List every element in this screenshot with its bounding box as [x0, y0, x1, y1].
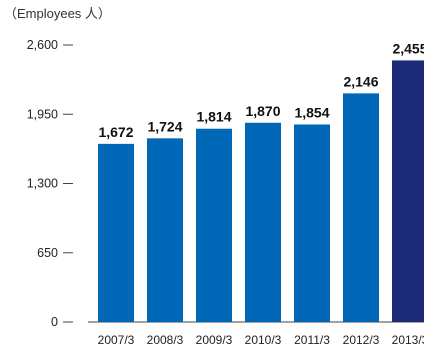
data-label: 1,870 [245, 103, 280, 119]
y-tick-label: 1,950 [27, 107, 58, 121]
x-tick-label: 2012/3 [343, 333, 380, 347]
x-tick-label: 2009/3 [196, 333, 233, 347]
bar-2012-3 [343, 93, 379, 322]
data-label: 2,455 [392, 40, 424, 56]
data-label: 1,724 [147, 118, 182, 134]
y-tick-label: 650 [37, 246, 58, 260]
x-tick-label: 2013/3 [392, 333, 424, 347]
x-tick-label: 2007/3 [98, 333, 135, 347]
y-tick-label: 1,300 [27, 177, 58, 191]
x-tick-label: 2011/3 [294, 333, 330, 347]
y-tick-label: 0 [51, 315, 58, 329]
bar-2010-3 [245, 122, 281, 323]
bar-2007-3 [98, 143, 134, 322]
bar-2013-3 [392, 60, 424, 322]
y-tick-label: 2,600 [27, 38, 58, 52]
labels-layer: 1,672 2007/3 1,724 2008/3 1,814 2009/3 1,870 20… [98, 40, 424, 347]
bar-2009-3 [196, 128, 232, 322]
data-label: 2,146 [343, 73, 378, 89]
unit-label: （Employees 人） [4, 6, 111, 21]
bar-2011-3 [294, 124, 330, 322]
data-label: 1,854 [294, 104, 329, 120]
bar-2008-3 [147, 138, 183, 322]
bars-layer [98, 60, 424, 323]
x-tick-label: 2008/3 [147, 333, 184, 347]
data-label: 1,814 [196, 109, 231, 125]
x-tick-label: 2010/3 [245, 333, 282, 347]
data-label: 1,672 [98, 124, 133, 140]
